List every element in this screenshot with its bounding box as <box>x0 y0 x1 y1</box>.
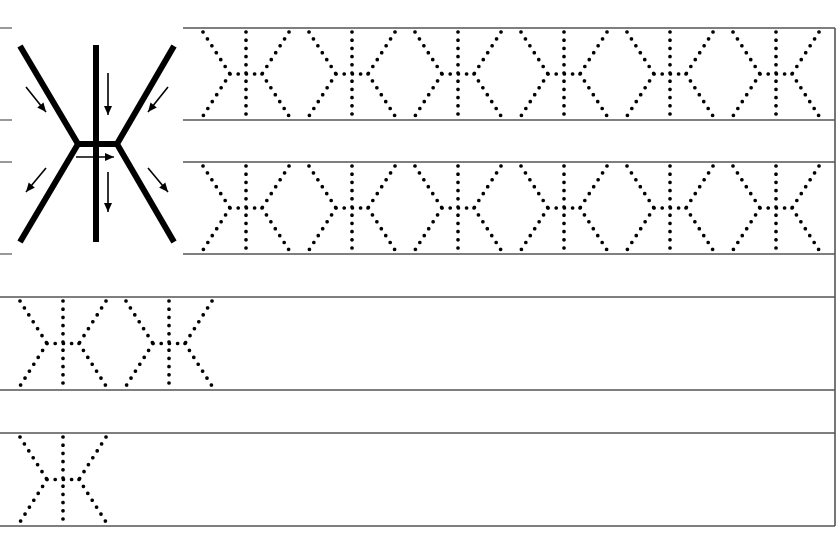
dotted-letter-zhe <box>413 164 503 252</box>
arrow-head <box>37 102 46 112</box>
dotted-lower-left-arm <box>307 206 338 252</box>
dotted-lower-right-arm <box>77 341 108 388</box>
arrow-down-right-icon <box>25 86 47 113</box>
dotted-upper-right-arm <box>366 30 397 76</box>
dotted-lower-right-arm <box>472 72 503 118</box>
dotted-upper-left-arm <box>18 299 49 346</box>
model-lower-right-arm <box>114 142 177 244</box>
dotted-lower-left-arm <box>18 341 49 388</box>
dotted-lower-right-arm <box>684 72 715 118</box>
dotted-lower-right-arm <box>366 206 397 252</box>
dotted-upper-right-arm <box>472 164 503 210</box>
dotted-upper-right-arm <box>472 30 503 76</box>
arrow-down-left-icon <box>147 86 169 113</box>
dotted-letter-zhe <box>201 164 291 252</box>
arrow-head <box>105 153 114 161</box>
dotted-letter-zhe <box>307 164 397 252</box>
dotted-upper-right-arm <box>366 164 397 210</box>
arrow-down-icon <box>104 172 112 212</box>
arrow-head <box>104 106 112 115</box>
dotted-lower-left-arm <box>731 206 762 252</box>
dotted-letter-zhe <box>413 30 503 118</box>
dotted-upper-right-arm <box>260 30 291 76</box>
dotted-upper-left-arm <box>413 164 444 210</box>
dotted-lower-right-arm <box>578 206 609 252</box>
dotted-lower-right-arm <box>684 206 715 252</box>
dotted-upper-left-arm <box>625 30 656 76</box>
dotted-lower-right-arm <box>366 72 397 118</box>
dotted-lower-left-arm <box>124 341 155 388</box>
dotted-lower-left-arm <box>413 72 444 118</box>
model-upper-left-arm <box>17 44 81 146</box>
dotted-letter-zhe <box>307 30 397 118</box>
model-upper-right-arm <box>114 44 177 146</box>
dotted-lower-left-arm <box>413 206 444 252</box>
dotted-upper-left-arm <box>625 164 656 210</box>
arrow-head <box>159 182 168 192</box>
dotted-upper-left-arm <box>18 435 49 482</box>
dotted-lower-right-arm <box>472 206 503 252</box>
dotted-lower-right-arm <box>183 341 214 388</box>
arrow-down-right-icon <box>147 167 169 193</box>
dotted-upper-right-arm <box>183 299 214 346</box>
dotted-letter-zhe <box>201 30 291 118</box>
model-letter <box>17 44 177 244</box>
dotted-lower-right-arm <box>578 72 609 118</box>
dotted-letter-zhe <box>18 299 108 388</box>
dotted-lower-left-arm <box>201 72 232 118</box>
dotted-upper-left-arm <box>307 30 338 76</box>
practice-letters <box>18 30 821 524</box>
dotted-lower-left-arm <box>18 477 49 524</box>
dotted-upper-right-arm <box>790 164 821 210</box>
arrow-head <box>148 102 157 112</box>
dotted-upper-left-arm <box>519 30 550 76</box>
dotted-letter-zhe <box>731 30 821 118</box>
arrow-head <box>26 182 35 192</box>
dotted-lower-left-arm <box>625 72 656 118</box>
dotted-lower-right-arm <box>260 72 291 118</box>
dotted-upper-left-arm <box>124 299 155 346</box>
dotted-upper-right-arm <box>684 164 715 210</box>
dotted-upper-left-arm <box>413 30 444 76</box>
model-lower-left-arm <box>17 142 81 244</box>
arrow-down-left-icon <box>25 167 47 193</box>
dotted-upper-left-arm <box>201 30 232 76</box>
dotted-lower-left-arm <box>307 72 338 118</box>
arrow-right-icon <box>76 153 114 161</box>
dotted-letter-zhe <box>18 435 108 524</box>
dotted-letter-zhe <box>731 164 821 252</box>
dotted-lower-right-arm <box>790 206 821 252</box>
dotted-lower-right-arm <box>260 206 291 252</box>
dotted-upper-right-arm <box>260 164 291 210</box>
dotted-lower-left-arm <box>731 72 762 118</box>
dotted-upper-right-arm <box>578 164 609 210</box>
dotted-upper-left-arm <box>731 164 762 210</box>
dotted-lower-left-arm <box>519 206 550 252</box>
dotted-upper-right-arm <box>578 30 609 76</box>
dotted-lower-left-arm <box>625 206 656 252</box>
dotted-upper-right-arm <box>77 435 108 482</box>
dotted-upper-left-arm <box>731 30 762 76</box>
dotted-upper-right-arm <box>684 30 715 76</box>
dotted-lower-left-arm <box>201 206 232 252</box>
dotted-upper-left-arm <box>307 164 338 210</box>
dotted-lower-left-arm <box>519 72 550 118</box>
ruled-lines <box>0 27 836 527</box>
dotted-letter-zhe <box>124 299 214 388</box>
dotted-letter-zhe <box>625 30 715 118</box>
arrow-down-icon <box>104 73 112 115</box>
dotted-upper-left-arm <box>201 164 232 210</box>
dotted-upper-right-arm <box>77 299 108 346</box>
dotted-upper-left-arm <box>519 164 550 210</box>
dotted-lower-right-arm <box>77 477 108 524</box>
dotted-letter-zhe <box>625 164 715 252</box>
dotted-letter-zhe <box>519 164 609 252</box>
dotted-upper-right-arm <box>790 30 821 76</box>
dotted-lower-right-arm <box>790 72 821 118</box>
arrow-head <box>104 203 112 212</box>
stroke-direction-arrows <box>25 73 169 212</box>
dotted-letter-zhe <box>519 30 609 118</box>
